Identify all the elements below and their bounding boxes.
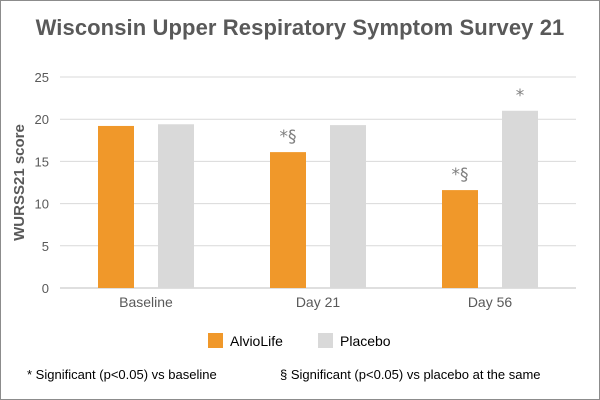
y-tick-label: 25 — [35, 70, 49, 85]
significance-marker: * — [516, 86, 525, 106]
footnote-placebo: § Significant (p<0.05) vs placebo at the… — [280, 367, 541, 382]
y-tick-label: 10 — [35, 197, 49, 212]
y-axis-label: WURSS21 score — [11, 124, 28, 241]
significance-marker: *§ — [280, 127, 297, 147]
bar-placebo-day-21 — [330, 125, 366, 288]
chart-title: Wisconsin Upper Respiratory Symptom Surv… — [35, 15, 565, 40]
x-tick-label: Day 56 — [468, 294, 513, 310]
bar-placebo-day-56 — [502, 110, 538, 288]
legend-label-placebo: Placebo — [340, 333, 391, 349]
y-tick-label: 20 — [35, 112, 49, 127]
bar-alviolife-day-56 — [442, 190, 478, 288]
footnote-baseline: * Significant (p<0.05) vs baseline — [27, 367, 217, 382]
significance-marker: *§ — [452, 165, 469, 185]
bar-alviolife-day-21 — [270, 152, 306, 288]
y-tick-label: 5 — [42, 239, 49, 254]
bar-placebo-baseline — [158, 124, 194, 288]
y-tick-label: 0 — [42, 281, 49, 296]
y-tick-label: 15 — [35, 154, 49, 169]
bar-alviolife-baseline — [98, 125, 134, 289]
x-tick-label: Day 21 — [296, 294, 341, 310]
legend-label-alviolife: AlvioLife — [230, 333, 283, 349]
legend-swatch-alviolife — [208, 333, 223, 348]
legend-swatch-placebo — [318, 333, 333, 348]
x-tick-label: Baseline — [119, 294, 173, 310]
